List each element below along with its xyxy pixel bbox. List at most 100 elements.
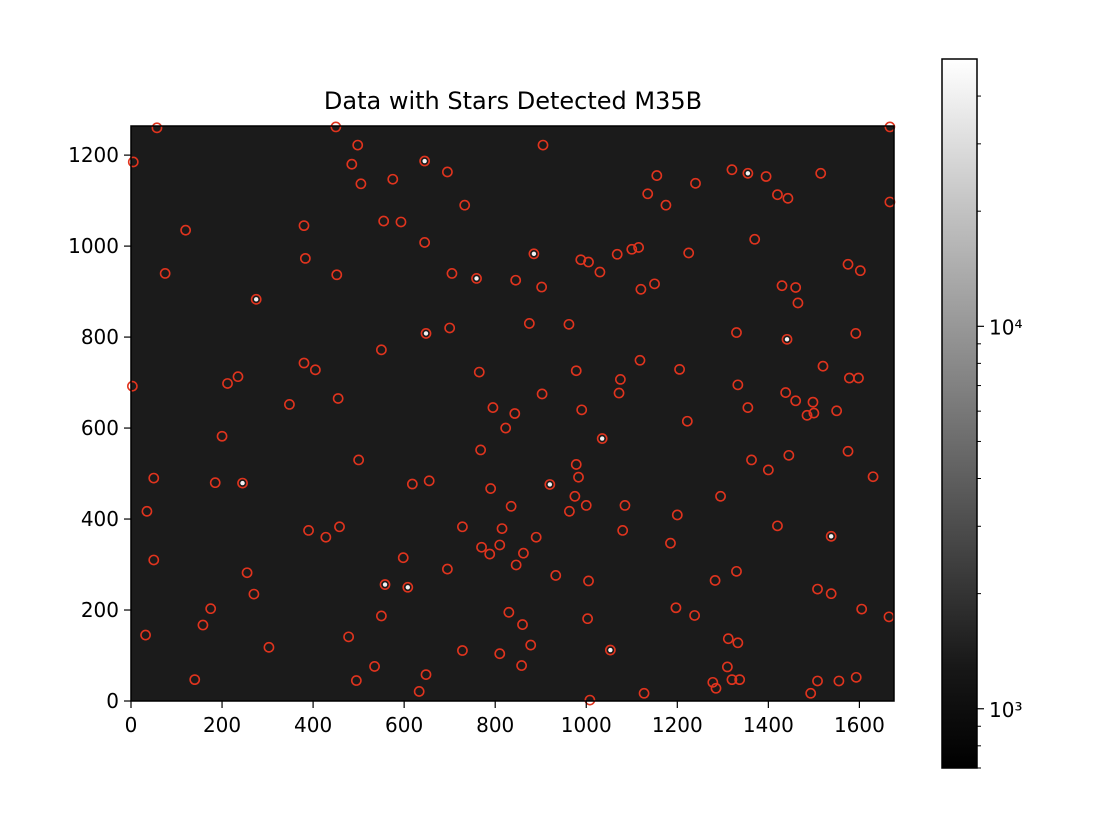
star-marker-104 <box>209 477 221 489</box>
star-marker-48 <box>583 256 594 268</box>
star-marker-174 <box>726 674 738 686</box>
star-marker-178 <box>833 675 845 687</box>
star-marker-106 <box>141 505 153 517</box>
star-marker-24 <box>441 166 453 178</box>
star-marker-40 <box>459 199 471 211</box>
y-tick-label-2: 400 <box>81 507 119 531</box>
star-marker-82 <box>284 399 295 410</box>
star-marker-15 <box>151 122 163 134</box>
bright-star-1 <box>382 582 388 587</box>
star-marker-27 <box>651 170 663 181</box>
star-marker-170 <box>584 694 596 706</box>
star-marker-133 <box>772 520 783 532</box>
star-marker-143 <box>248 588 260 600</box>
star-marker-47 <box>575 254 587 266</box>
star-marker-6 <box>825 530 837 542</box>
star-marker-76 <box>817 360 829 372</box>
star-marker-96 <box>831 405 843 417</box>
star-marker-122 <box>320 531 332 543</box>
star-marker-16 <box>330 121 342 133</box>
star-marker-87 <box>536 388 548 400</box>
star-marker-23 <box>346 158 358 170</box>
bright-star-10 <box>474 276 479 281</box>
star-marker-151 <box>503 606 515 618</box>
star-marker-8 <box>742 167 754 179</box>
bright-star-4 <box>423 331 429 336</box>
star-marker-173 <box>710 682 722 694</box>
star-marker-37 <box>298 220 310 232</box>
star-marker-163 <box>721 661 733 673</box>
star-marker-167 <box>420 669 432 681</box>
star-marker-11 <box>528 248 540 260</box>
bright-star-layer <box>240 158 834 653</box>
star-marker-25 <box>355 178 367 190</box>
plot-area <box>126 121 896 706</box>
star-marker-67 <box>298 357 310 369</box>
star-marker-131 <box>530 531 542 543</box>
y-tick-label-4: 800 <box>81 325 119 349</box>
star-marker-41 <box>419 237 431 248</box>
star-marker-4 <box>420 328 432 339</box>
star-marker-65 <box>731 327 742 338</box>
star-marker-155 <box>670 602 682 614</box>
star-marker-57 <box>776 280 788 292</box>
star-marker-51 <box>626 243 638 255</box>
star-marker-9 <box>604 644 616 656</box>
star-marker-53 <box>635 283 647 295</box>
star-marker-164 <box>189 674 201 686</box>
star-marker-14 <box>127 156 139 168</box>
bright-star-12 <box>547 482 553 487</box>
star-marker-layer <box>126 121 896 706</box>
star-marker-168 <box>413 686 425 697</box>
star-marker-137 <box>583 575 594 587</box>
colorbar: 10³ 10⁴ <box>941 58 1022 769</box>
star-marker-91 <box>742 402 754 413</box>
star-marker-5 <box>419 155 431 167</box>
star-marker-68 <box>309 364 321 376</box>
x-tick-label-3: 600 <box>385 713 423 737</box>
star-marker-134 <box>397 552 409 564</box>
star-marker-105 <box>148 472 160 484</box>
star-marker-59 <box>792 297 804 309</box>
star-marker-115 <box>580 499 592 511</box>
star-marker-119 <box>715 490 726 502</box>
star-marker-149 <box>375 610 387 622</box>
star-marker-92 <box>780 387 792 398</box>
y-tick-label-0: 0 <box>106 689 119 713</box>
colorbar-tick-label-1: 10⁴ <box>989 315 1022 339</box>
star-marker-73 <box>613 387 625 399</box>
star-marker-64 <box>563 318 575 330</box>
star-marker-159 <box>722 633 734 645</box>
star-marker-99 <box>475 444 487 456</box>
star-marker-71 <box>570 365 582 377</box>
star-marker-80 <box>232 371 244 383</box>
star-marker-31 <box>726 164 738 176</box>
star-marker-63 <box>523 318 535 329</box>
star-marker-108 <box>423 475 435 487</box>
star-marker-116 <box>619 499 631 511</box>
star-marker-148 <box>263 641 275 653</box>
star-marker-85 <box>509 408 521 419</box>
colorbar-gradient <box>941 58 978 769</box>
star-marker-171 <box>638 687 650 699</box>
bright-star-2 <box>405 585 410 590</box>
bright-star-8 <box>745 171 751 176</box>
star-marker-19 <box>159 267 171 279</box>
star-marker-66 <box>850 328 862 339</box>
star-marker-147 <box>140 629 151 641</box>
star-marker-129 <box>518 547 529 559</box>
star-marker-102 <box>783 449 795 461</box>
star-marker-138 <box>731 565 742 577</box>
star-marker-34 <box>782 192 794 204</box>
colorbar-tick-label-0: 10³ <box>989 698 1022 722</box>
star-marker-7 <box>781 333 793 345</box>
star-marker-160 <box>732 637 744 649</box>
star-marker-33 <box>772 189 783 201</box>
star-marker-100 <box>746 454 757 466</box>
star-marker-136 <box>550 570 562 581</box>
x-tick-label-4: 800 <box>476 713 514 737</box>
star-marker-86 <box>500 422 512 434</box>
star-marker-46 <box>536 281 548 293</box>
star-marker-21 <box>352 139 364 151</box>
x-tick-label-1: 200 <box>203 713 241 737</box>
